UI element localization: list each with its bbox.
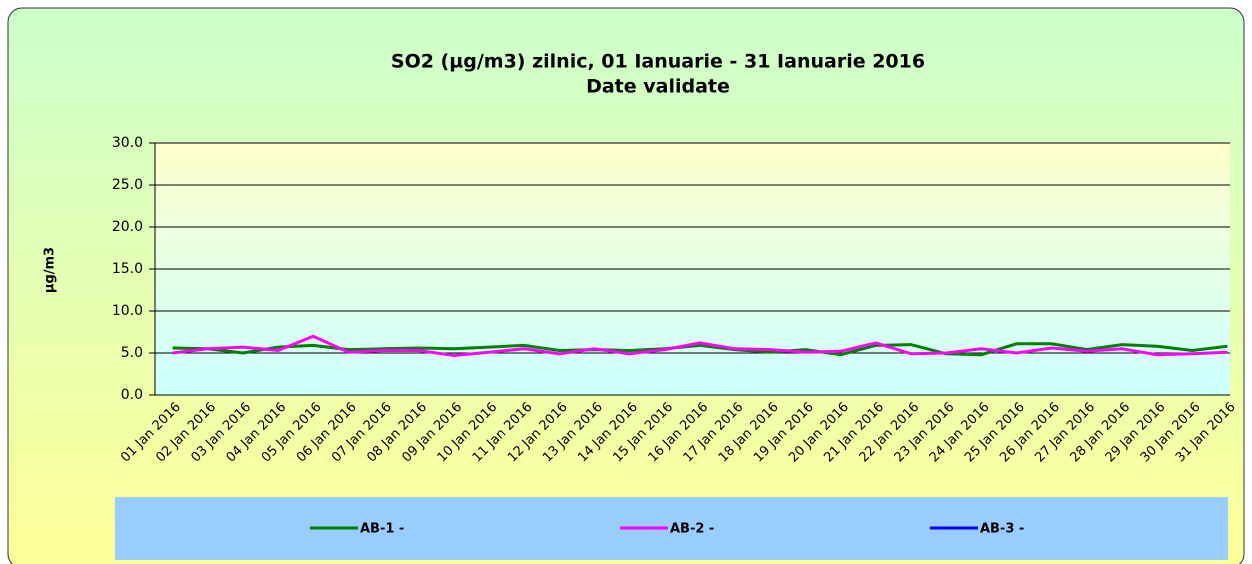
y-tick-label: 0.0 [121,387,143,403]
legend [115,497,1228,560]
y-tick-label: 10.0 [112,303,143,319]
y-tick-label: 15.0 [112,261,143,277]
legend-label: AB-3 - [980,522,1024,537]
chart-subtitle: Date validate [586,76,730,98]
chart-title: SO2 (µg/m3) zilnic, 01 Ianuarie - 31 Ian… [391,51,925,73]
data-line [172,342,1228,357]
y-tick-label: 30.0 [112,135,143,151]
y-tick-label: 20.0 [112,219,143,235]
legend-label: AB-2 - [670,522,714,537]
data-line [172,334,1228,358]
y-tick-label: 25.0 [112,177,143,193]
y-tick-label: 5.0 [121,345,143,361]
legend-label: AB-1 - [360,522,404,537]
y-axis-label: µg/m3 [43,247,58,293]
